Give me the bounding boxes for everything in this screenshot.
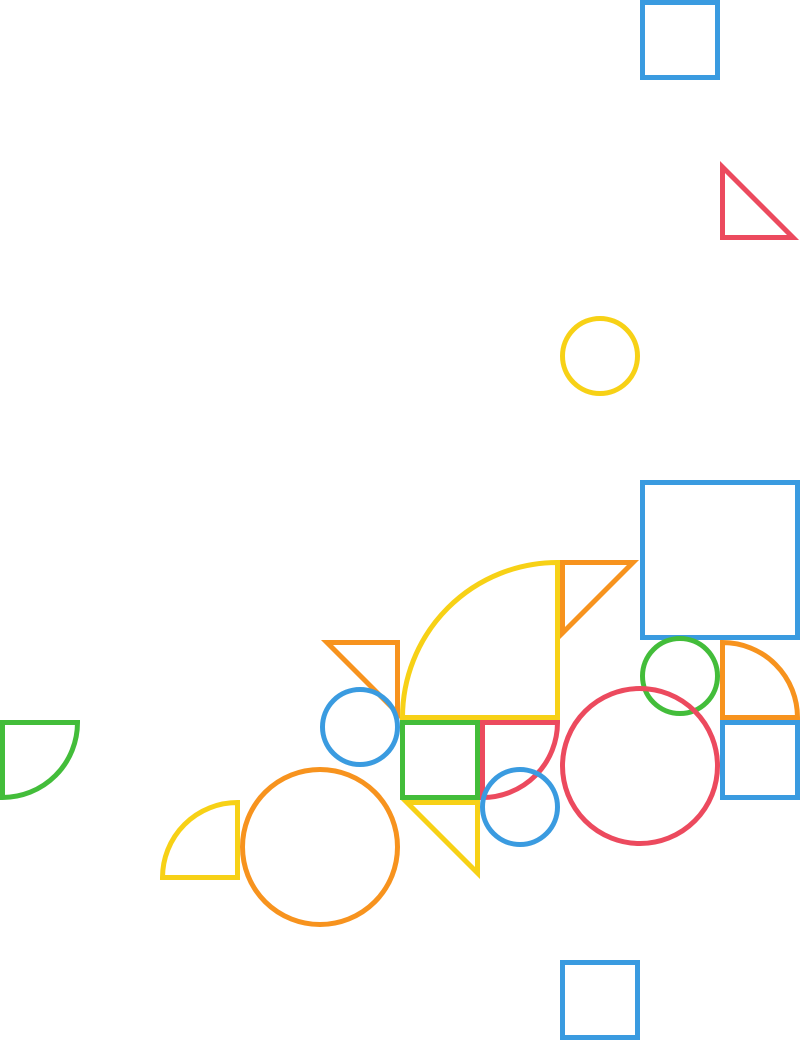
orange-triangle-left	[320, 640, 400, 720]
green-circle-small	[640, 636, 720, 716]
orange-triangle-center	[560, 560, 640, 640]
red-triangle-top-right	[720, 160, 800, 240]
yellow-quarter-circle-small	[159, 799, 240, 880]
yellow-quarter-circle-large	[399, 559, 560, 720]
green-square-small	[400, 720, 480, 800]
yellow-triangle	[400, 800, 480, 880]
orange-quarter-circle	[720, 639, 800, 720]
green-quarter-circle-left	[0, 720, 81, 801]
blue-square-bottom	[560, 960, 640, 1040]
red-quarter-circle	[480, 720, 561, 801]
blue-square-right	[720, 720, 800, 800]
orange-circle-large	[240, 767, 400, 927]
blue-square-top	[640, 0, 720, 80]
blue-circle-center	[480, 767, 560, 847]
yellow-circle-small	[560, 316, 640, 396]
blue-square-large	[640, 480, 800, 640]
blue-circle-left	[320, 687, 400, 767]
red-circle-large	[560, 686, 720, 846]
